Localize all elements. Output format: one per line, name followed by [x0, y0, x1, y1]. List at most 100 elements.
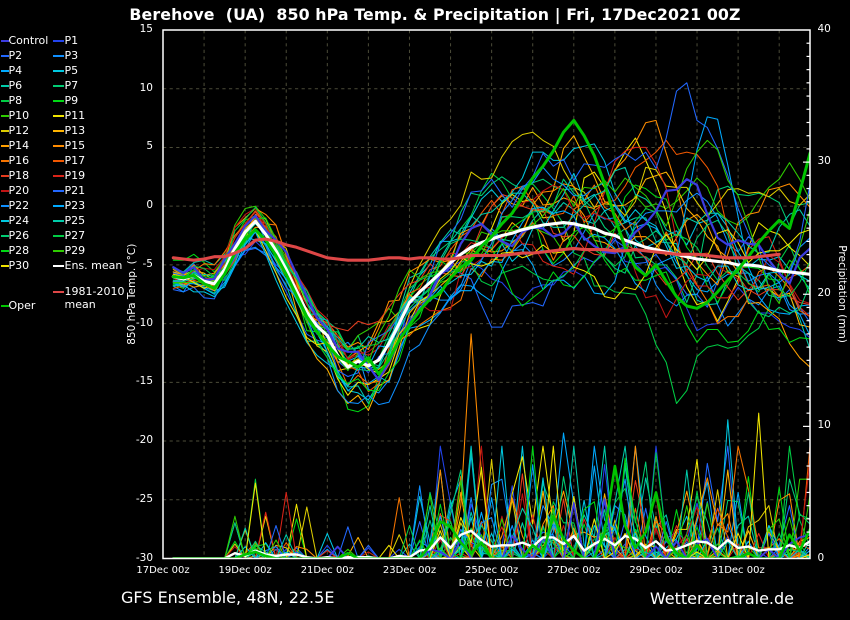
legend-label-p23: P23 — [64, 199, 86, 213]
legend-label-p16: P16 — [8, 154, 30, 168]
model-info-label: GFS Ensemble, 48N, 22.5E — [121, 588, 335, 607]
legend-swatch-p24 — [0, 220, 9, 223]
legend-swatch-control — [0, 40, 9, 42]
temp-oper — [171, 118, 810, 376]
precip-P3 — [172, 478, 810, 559]
legend-swatch-p9 — [53, 100, 64, 103]
precip-P29 — [172, 478, 810, 559]
legend-label-p15: P15 — [64, 139, 86, 153]
legend-swatch-p3 — [53, 55, 64, 58]
legend-label-p24: P24 — [8, 214, 30, 228]
precip-P7 — [172, 478, 810, 559]
legend-label-p6: P6 — [8, 79, 23, 93]
date-tick-3: 21Dec 00z — [300, 564, 354, 576]
legend-label-control: Control — [8, 34, 49, 47]
temp-P16 — [172, 184, 810, 387]
legend-label-p11: P11 — [64, 109, 86, 123]
precip-P30 — [172, 412, 810, 559]
legend-swatch-p22 — [0, 205, 9, 208]
legend-label-p5: P5 — [64, 64, 79, 78]
precip-control — [172, 498, 810, 559]
temp-P9 — [172, 184, 810, 413]
legend-swatch-climate-mean — [53, 291, 64, 293]
precip-ens-mean — [172, 529, 810, 559]
legend-swatch-p25 — [53, 220, 64, 223]
legend-swatch-p7 — [53, 85, 64, 88]
precip-P17 — [172, 445, 810, 559]
ensemble-series — [171, 82, 810, 559]
legend-swatch-p6 — [0, 85, 9, 88]
legend-label-ens-mean: Ens. mean — [64, 259, 123, 273]
date-tick-1: 17Dec 00z — [136, 564, 190, 576]
temp-P21 — [172, 82, 810, 378]
legend-label-p28: P28 — [8, 244, 30, 258]
precip-oper — [172, 464, 810, 559]
legend-swatch-p10 — [0, 115, 9, 118]
chart-title: Berehove (UA) 850 hPa Temp. & Precipitat… — [129, 5, 741, 24]
legend-label-p30: P30 — [8, 259, 30, 273]
date-tick-2: 19Dec 00z — [218, 564, 272, 576]
temp-tick-10: 10 — [139, 81, 153, 94]
legend-label-p12: P12 — [8, 124, 30, 138]
legend-swatch-p30 — [0, 265, 9, 268]
watermark-label: Wetterzentrale.de — [649, 589, 794, 608]
legend-swatch-p15 — [53, 145, 64, 148]
precip-tick-20: 20 — [817, 287, 831, 300]
temp-tick--30: -30 — [135, 551, 153, 564]
grid-lines — [163, 30, 810, 559]
precip-P15 — [172, 333, 810, 559]
legend-label-p9: P9 — [64, 94, 79, 108]
date-axis-label: Date (UTC) — [458, 578, 514, 589]
date-tick-5: 25Dec 00z — [465, 564, 519, 576]
legend-label-p27: P27 — [64, 229, 86, 243]
date-tick-7: 29Dec 00z — [629, 564, 683, 576]
precip-P21 — [172, 519, 810, 559]
date-tick-6: 27Dec 00z — [547, 564, 601, 576]
precip-tick-10: 10 — [817, 419, 831, 432]
legend-label-p25: P25 — [64, 214, 86, 228]
legend-label-p4: P4 — [8, 64, 23, 78]
temp-tick--25: -25 — [135, 492, 153, 505]
legend-swatch-p12 — [0, 130, 9, 133]
legend-label-p3: P3 — [64, 49, 79, 63]
precip-P27 — [172, 452, 810, 559]
temp-P22 — [172, 166, 810, 406]
precip-P5 — [172, 419, 810, 559]
legend-label-p26: P26 — [8, 229, 30, 243]
legend-label-p14: P14 — [8, 139, 30, 153]
temp-tick-5: 5 — [146, 140, 153, 153]
legend-label-oper: Oper — [8, 299, 36, 312]
legend-label-p7: P7 — [64, 79, 79, 93]
legend-swatch-p29 — [53, 250, 64, 253]
precip-axis-label: Precipitation (mm) — [836, 245, 848, 343]
precip-tick-30: 30 — [817, 155, 831, 168]
legend-swatch-p1 — [53, 40, 64, 42]
temp-ens-mean — [171, 219, 810, 369]
legend-swatch-oper — [0, 305, 9, 307]
date-tick-4: 23Dec 00z — [382, 564, 437, 576]
legend-swatch-p21 — [53, 190, 64, 193]
temp-tick-15: 15 — [139, 23, 153, 35]
legend-label-p17: P17 — [64, 154, 86, 168]
legend-swatch-ens-mean — [53, 265, 64, 268]
legend-swatch-p18 — [0, 175, 9, 178]
date-tick-8: 31Dec 00z — [711, 564, 765, 576]
legend-label-p8: P8 — [8, 94, 23, 108]
legend-swatch-p20 — [0, 190, 9, 193]
legend-swatch-p28 — [0, 250, 9, 253]
temp-climate-mean — [171, 237, 781, 262]
temp-tick--15: -15 — [135, 375, 153, 388]
legend-label-climate-mean: 1981-2010 — [64, 285, 125, 298]
legend-label-p22: P22 — [8, 199, 30, 213]
legend-swatch-p27 — [53, 235, 64, 238]
legend-label-p20: P20 — [8, 184, 30, 198]
legend-label-p13: P13 — [64, 124, 86, 138]
temp-tick--20: -20 — [135, 434, 153, 447]
legend-label-p18: P18 — [8, 169, 30, 183]
legend-swatch-p2 — [0, 55, 9, 58]
legend-label-p21: P21 — [64, 184, 86, 198]
legend-swatch-p8 — [0, 100, 9, 103]
legend-swatch-p14 — [0, 145, 9, 148]
